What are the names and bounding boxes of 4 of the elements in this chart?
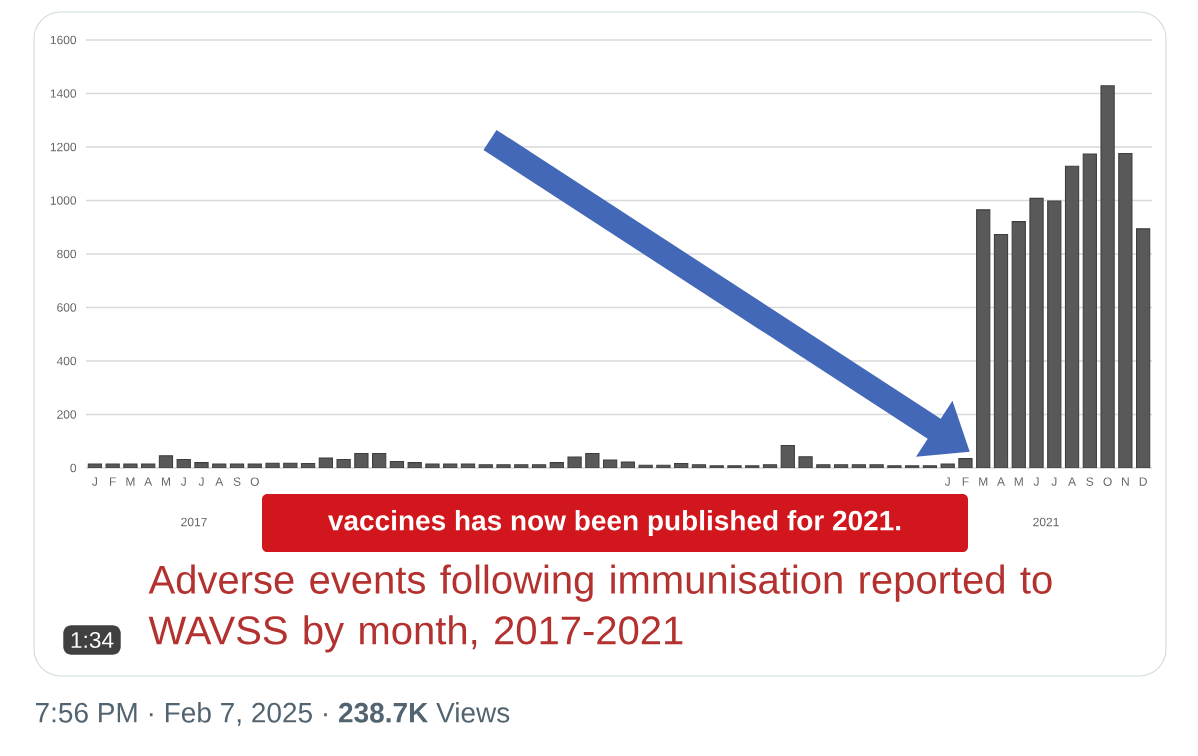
text: vaccines has now been published for 2021. [328, 509, 901, 537]
text: 7:56 PM · Feb 7, 2025 · 238.7K Views [35, 702, 510, 726]
text: Adverse events following immunisation reported to WAVSS by month, 2017-2021 [148, 564, 1052, 653]
text: 1:34 [71, 631, 114, 649]
